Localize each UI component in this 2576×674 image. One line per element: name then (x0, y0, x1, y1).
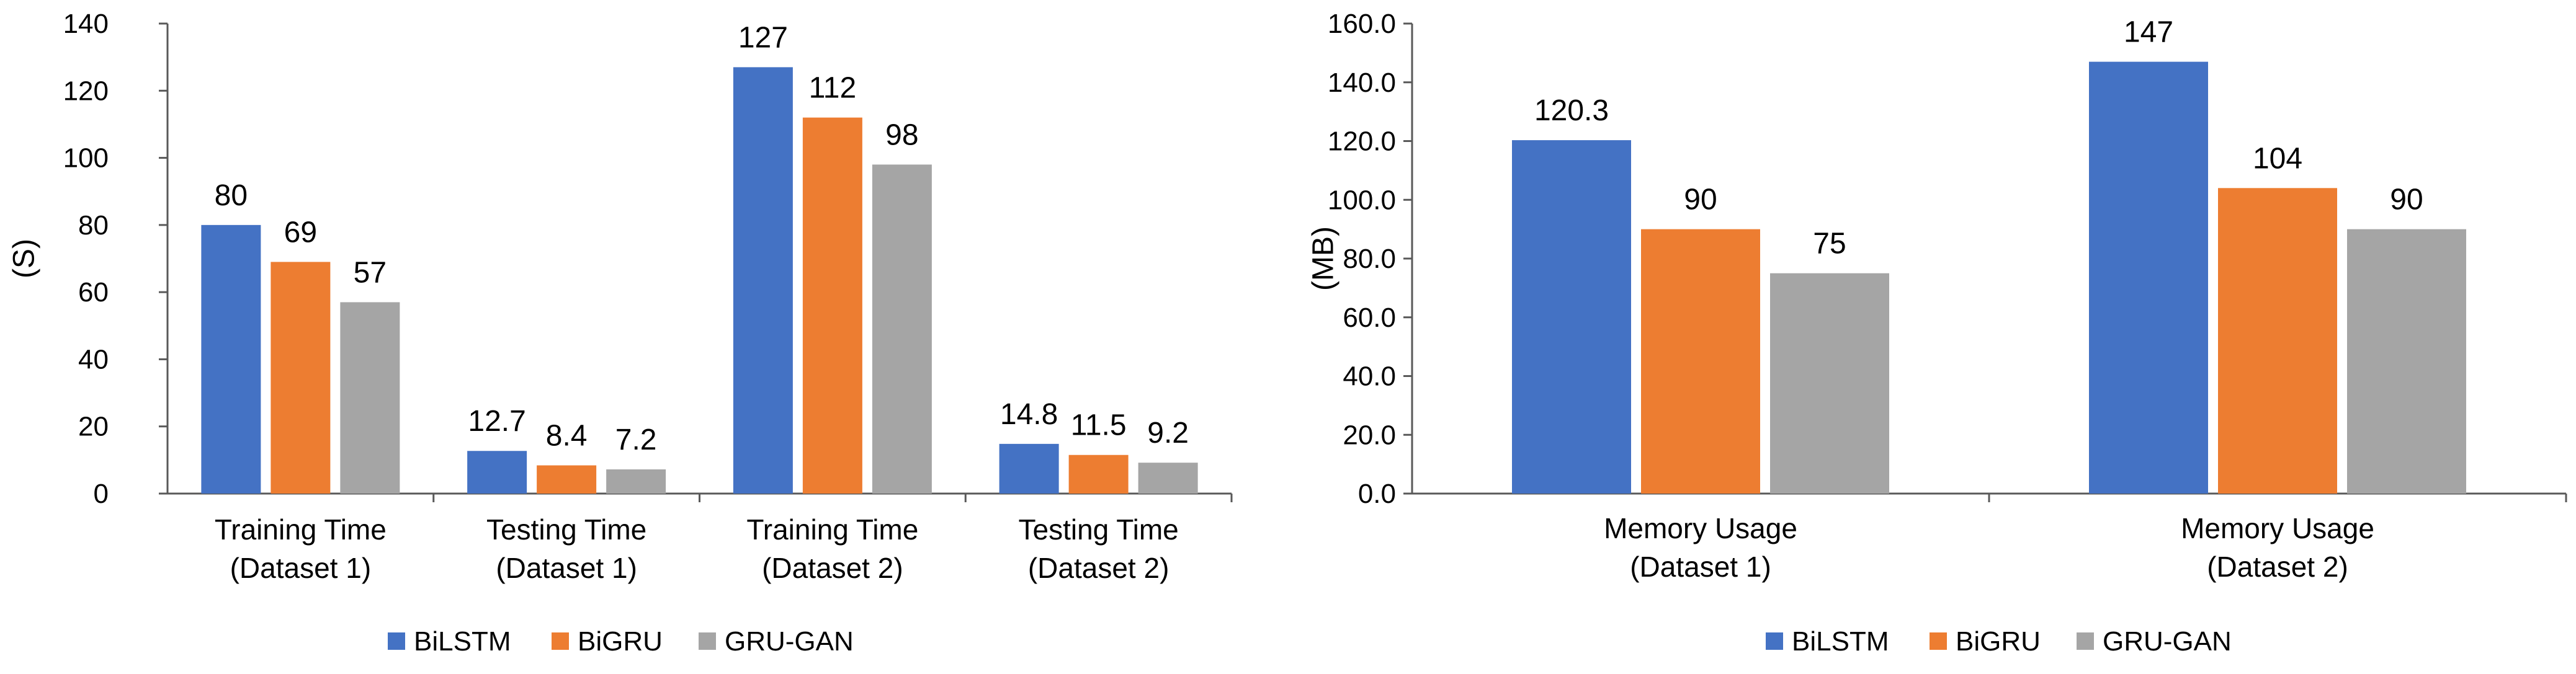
bar-bigru (2218, 188, 2337, 494)
bar-bilstm (2089, 61, 2208, 494)
legend-swatch (699, 632, 716, 650)
bar-bilstm (201, 224, 261, 494)
y-tick-label: 120.0 (1328, 126, 1396, 157)
legend-swatch (1930, 632, 1947, 650)
data-label: 8.4 (546, 420, 588, 453)
data-label: 14.8 (1000, 398, 1058, 431)
x-category-label: Training Time (746, 513, 918, 546)
data-label: 147 (2124, 16, 2173, 49)
y-tick-label: 100.0 (1328, 185, 1396, 215)
data-label: 9.2 (1147, 417, 1189, 450)
x-category-label: Memory Usage (1604, 512, 1797, 544)
bar-gru-gan (872, 164, 932, 494)
legend-label: GRU-GAN (725, 626, 854, 657)
y-tick-label: 40.0 (1343, 361, 1396, 392)
data-label: 98 (885, 118, 918, 151)
y-tick-label: 20.0 (1343, 420, 1396, 450)
x-category-label: (Dataset 1) (1630, 551, 1771, 583)
y-tick-label: 60.0 (1343, 303, 1396, 333)
legend-label: BiGRU (1956, 626, 2041, 657)
y-tick-label: 80.0 (1343, 244, 1396, 274)
y-tick-label: 20 (78, 412, 109, 442)
data-label: 112 (809, 72, 857, 105)
bar-bigru (1068, 455, 1129, 494)
legend-label: BiLSTM (1792, 626, 1889, 657)
y-tick-label: 100 (63, 143, 109, 174)
bar-gru-gan (1770, 273, 1889, 494)
data-label: 11.5 (1071, 409, 1127, 442)
data-label: 12.7 (468, 405, 525, 438)
y-tick-label: 80 (78, 210, 109, 241)
legend-swatch (388, 632, 405, 650)
y-axis-label: (MB) (1307, 226, 1340, 291)
y-axis-label: (S) (8, 239, 41, 278)
legend-swatch (2077, 632, 2094, 650)
chart-time: 0 20 40 60 80 100 120 140 (S) Training Time (Datas… (8, 9, 1233, 657)
bar-bilstm (999, 443, 1059, 494)
bar-gru-gan (340, 302, 400, 494)
bar-bigru (271, 262, 331, 494)
bar-gru-gan (1138, 463, 1198, 494)
x-category-label: (Dataset 1) (230, 552, 372, 584)
data-label: 7.2 (615, 423, 657, 456)
data-label: 90 (1684, 184, 1717, 216)
x-category-label: (Dataset 2) (762, 552, 903, 584)
data-label: 127 (738, 21, 788, 54)
legend-swatch (552, 632, 569, 650)
y-tick-label: 140.0 (1328, 68, 1396, 98)
y-tick-label: 0 (94, 479, 109, 509)
bar-bilstm (467, 451, 527, 494)
bar-bigru (1641, 229, 1760, 494)
x-category-label: Testing Time (1019, 513, 1179, 546)
y-tick-label: 60 (78, 277, 109, 308)
bar-bigru (537, 465, 597, 494)
x-category-label: (Dataset 1) (496, 552, 637, 584)
legend-label: BiLSTM (414, 626, 511, 657)
legend-label: BiGRU (578, 626, 663, 657)
data-label: 75 (1813, 228, 1846, 260)
y-tick-label: 140 (63, 9, 109, 39)
chart-memory: 0.0 20.0 40.0 60.0 80.0 100.0 120.0 140.0 160.0 (… (1307, 9, 2567, 657)
data-label: 69 (284, 216, 317, 249)
data-label: 80 (215, 179, 248, 212)
bar-bigru (802, 117, 862, 494)
data-label: 90 (2390, 184, 2423, 216)
legend-swatch (1766, 632, 1783, 650)
bar-gru-gan (2347, 229, 2466, 494)
x-category-label: (Dataset 2) (2207, 551, 2348, 583)
bar-gru-gan (606, 469, 666, 494)
x-category-label: Memory Usage (2181, 512, 2374, 544)
x-category-label: Training Time (215, 513, 387, 546)
x-category-label: Testing Time (486, 513, 646, 546)
data-label: 104 (2253, 142, 2302, 175)
legend-label: GRU-GAN (2103, 626, 2232, 657)
y-tick-label: 160.0 (1328, 9, 1396, 39)
y-tick-label: 120 (63, 76, 109, 106)
y-tick-label: 0.0 (1358, 479, 1396, 509)
y-tick-label: 40 (78, 344, 109, 375)
data-label: 57 (354, 256, 387, 289)
bar-bilstm (733, 67, 793, 494)
data-label: 120.3 (1534, 94, 1609, 127)
x-category-label: (Dataset 2) (1028, 552, 1169, 584)
bar-bilstm (1512, 140, 1631, 494)
